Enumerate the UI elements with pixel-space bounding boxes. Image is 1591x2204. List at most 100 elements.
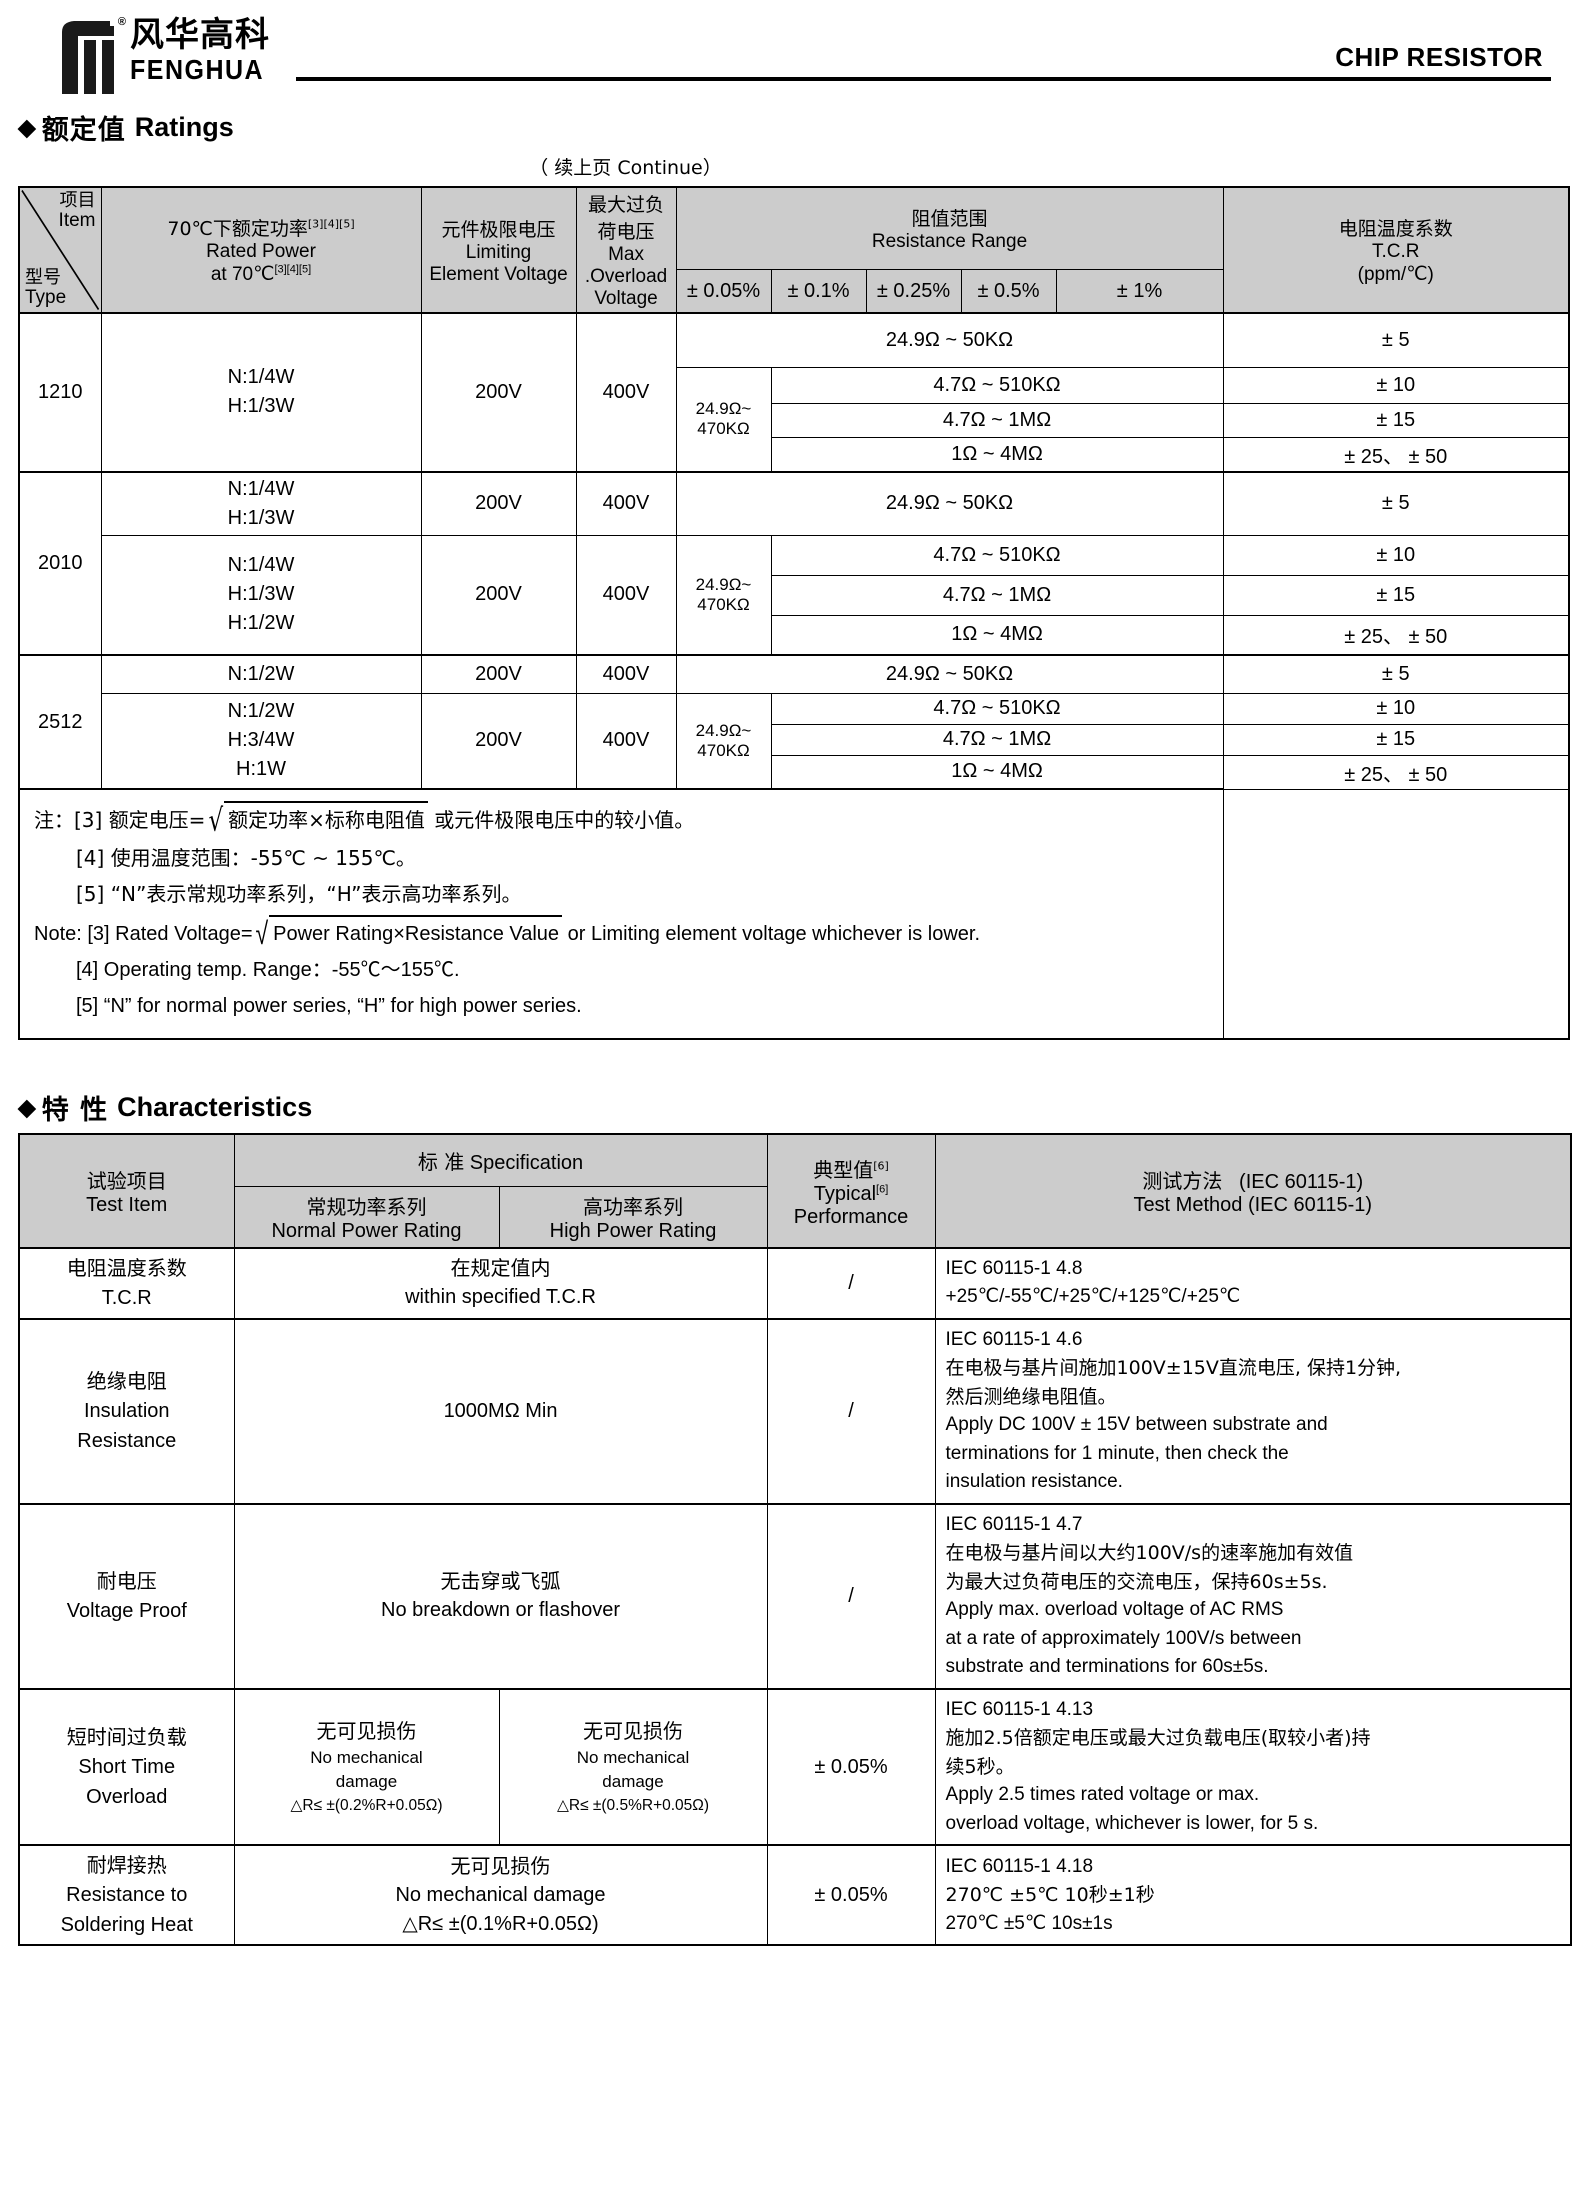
rated-power-header: 70℃下额定功率[3][4][5] Rated Power at 70℃[3][… [100, 186, 422, 314]
tcr-cell-1210-r1: ± 5 [1222, 312, 1570, 368]
diagonal-slash-icon [21, 189, 100, 311]
registered-trademark-icon: ® [117, 16, 126, 28]
char-item-soldering-heat: 耐焊接热 Resistance to Soldering Heat [18, 1844, 235, 1946]
ratings-title-cn: 额定值 [41, 115, 126, 146]
table-row: 1Ω ~ 4MΩ ± 25、 ± 50 [19, 614, 1570, 656]
ratings-title-en: Ratings [134, 112, 234, 142]
tolerance-header-1: ± 0.1% [770, 269, 867, 314]
resistance-cell-2010-r3: 4.7Ω ~ 1MΩ [770, 574, 1224, 616]
resistance-cell-2010-r2: 4.7Ω ~ 510KΩ [770, 534, 1224, 576]
resistance-cell-2512-r2: 4.7Ω ~ 510KΩ [770, 692, 1224, 725]
resistance-cell-1210-r1: 24.9Ω ~ 50KΩ [675, 312, 1224, 368]
table-row: 绝缘电阻 Insulation Resistance 1000MΩ Min / … [18, 1317, 1572, 1505]
table-row: 24.9Ω~ 470KΩ 4.7Ω ~ 510KΩ ± 10 [19, 366, 1570, 472]
char-spec-normal-short-time: 无可见损伤 No mechanical damage △R≤ ±(0.2%R+0… [233, 1687, 500, 1846]
table-row: 短时间过负载 Short Time Overload 无可见损伤 No mech… [18, 1687, 1572, 1846]
ratings-header-row-1: 项目 Item 型号 Type 70℃下额定功率[3][4][5] Rated … [18, 186, 1570, 314]
resistance-narrow-label-2010: 24.9Ω~ 470KΩ [675, 534, 772, 656]
char-spec-insulation: 1000MΩ Min [233, 1317, 768, 1505]
power-cell-2010-b: N:1/4W H:1/3W H:1/2W [100, 534, 422, 656]
high-power-rating-header: 高功率系列 High Power Rating [498, 1185, 768, 1249]
tcr-cell-2010-r3: ± 15 [1222, 574, 1570, 616]
typical-performance-header: 典型值[6] Typical[6] Performance [766, 1133, 936, 1249]
table-row: 电阻温度系数 T.C.R 在规定值内 within specified T.C.… [18, 1246, 1572, 1320]
table-row: 2512 N:1/2W 200V 400V 24.9Ω ~ 50KΩ ± 5 [18, 654, 1570, 790]
type-cell-1210: 1210 [18, 312, 102, 472]
ratings-table-body: 1210 N:1/4W H:1/3W 200V 400V 24.9Ω ~ 50K… [18, 312, 1570, 1040]
char-item-insulation: 绝缘电阻 Insulation Resistance [18, 1317, 235, 1505]
tcr-cell-1210-r4: ± 25、 ± 50 [1222, 436, 1570, 472]
resistance-cell-1210-r3: 4.7Ω ~ 1MΩ [770, 402, 1224, 438]
notes-row: 注：[3] 额定电压= √ 额定功率×标称电阻值 或元件极限电压中的较小值。 [4]… [18, 787, 1569, 1040]
type-cell-2010: 2010 [18, 470, 102, 656]
resistance-cell-1210-r2: 4.7Ω ~ 510KΩ [770, 366, 1224, 404]
char-item-short-time-overload: 短时间过负载 Short Time Overload [18, 1687, 235, 1846]
tolerance-header-4: ± 1% [1055, 269, 1224, 314]
tcr-cell-2512-r1: ± 5 [1222, 654, 1570, 694]
char-method-tcr: IEC 60115-1 4.8 +25℃/-55℃/+25℃/+125℃/+25… [934, 1246, 1572, 1320]
tcr-cell-1210-r3: ± 15 [1222, 402, 1570, 438]
limiting-cell-2010-b: 200V [420, 534, 577, 656]
logo-glyph-icon [62, 21, 114, 94]
overload-cell-2512-b: 400V [575, 692, 677, 790]
characteristics-section-title: ◆ 特 性 Characteristics [18, 1088, 1591, 1127]
resistance-narrow-label-2512: 24.9Ω~ 470KΩ [675, 692, 772, 790]
max-overload-voltage-header: 最大过负荷电压 Max .Overload Voltage [575, 186, 677, 314]
table-row: 4.7Ω ~ 1MΩ ± 15 [19, 402, 1570, 438]
note-en-5: [5] “N” for normal power series, “H” for… [76, 994, 582, 1017]
char-spec-soldering-heat: 无可见损伤 No mechanical damage △R≤ ±(0.1%R+0… [233, 1844, 768, 1946]
characteristics-title-en: Characteristics [117, 1092, 313, 1123]
note-cn-4: [4] 使用温度范围：-55℃ ~ 155℃。 [76, 845, 416, 870]
tcr-cell-2010-r2: ± 10 [1222, 534, 1570, 576]
char-item-voltage-proof: 耐电压 Voltage Proof [18, 1502, 235, 1690]
overload-cell-1210: 400V [575, 312, 677, 472]
characteristics-table: 试验项目 Test Item 标 准 Specification 典型值[6] … [18, 1133, 1573, 1947]
overload-cell-2512-a: 400V [575, 654, 677, 694]
test-method-header: 测试方法 (IEC 60115-1) Test Method (IEC 6011… [934, 1133, 1572, 1249]
resistance-cell-2010-r1: 24.9Ω ~ 50KΩ [675, 470, 1224, 536]
char-spec-tcr: 在规定值内 within specified T.C.R [233, 1246, 768, 1320]
tolerance-header-2: ± 0.25% [865, 269, 962, 314]
char-item-tcr: 电阻温度系数 T.C.R [18, 1246, 235, 1320]
tcr-cell-2512-r3: ± 15 [1222, 723, 1570, 756]
char-method-voltage-proof: IEC 60115-1 4.7 在电极与基片间以大约100V/s的速率施加有效值… [934, 1502, 1572, 1690]
resistance-cell-2512-r3: 4.7Ω ~ 1MΩ [770, 723, 1224, 756]
table-row: 2010 N:1/4W H:1/3W 200V 400V 24.9Ω ~ 50K… [18, 470, 1570, 656]
power-cell-2010-a: N:1/4W H:1/3W [100, 470, 422, 536]
char-method-insulation: IEC 60115-1 4.6 在电极与基片间施加100V±15V直流电压, 保… [934, 1317, 1572, 1505]
diamond-bullet-icon: ◆ [18, 1094, 36, 1121]
table-row: N:1/2W H:3/4W H:1W 200V 400V 24.9Ω~ 470K… [19, 692, 1570, 790]
limiting-cell-2512-a: 200V [420, 654, 577, 694]
logo-chinese-name: 风华高科 [130, 15, 270, 55]
continue-note: （ 续上页 Continue） [529, 157, 722, 179]
resistance-cell-1210-r4: 1Ω ~ 4MΩ [770, 436, 1224, 472]
characteristics-title-cn: 特 性 [41, 1095, 109, 1127]
limiting-cell-2010-a: 200V [420, 470, 577, 536]
char-typical-soldering-heat: ± 0.05% [766, 1844, 936, 1946]
page-header: ® 风华高科 FENGHUA CHIP RESISTOR [0, 0, 1591, 108]
type-cell-2512: 2512 [18, 654, 102, 790]
ratings-section-title: ◆ 额定值 Ratings [18, 108, 1591, 147]
char-spec-high-short-time: 无可见损伤 No mechanical damage △R≤ ±(0.5%R+0… [498, 1687, 768, 1846]
limiting-cell-1210: 200V [420, 312, 577, 472]
char-method-soldering-heat: IEC 60115-1 4.18 270℃ ±5℃ 10秒±1秒 270℃ ±5… [934, 1844, 1572, 1946]
power-cell-2512-b: N:1/2W H:3/4W H:1W [100, 692, 422, 790]
power-cell-2512-a: N:1/2W [100, 654, 422, 694]
logo-english-name: FENGHUA [130, 54, 265, 86]
power-cell-1210: N:1/4W H:1/3W [100, 312, 422, 472]
table-row: 4.7Ω ~ 1MΩ ± 15 [19, 723, 1570, 756]
corner-type-labels: 型号 Type [25, 267, 67, 309]
tcr-header: 电阻温度系数 T.C.R (ppm/℃) [1222, 186, 1570, 314]
corner-item-type-cell: 项目 Item 型号 Type [18, 186, 102, 314]
tcr-cell-1210-r2: ± 10 [1222, 366, 1570, 404]
resistance-cell-2010-r4: 1Ω ~ 4MΩ [770, 614, 1224, 656]
fenghua-logo-mark: ® [58, 16, 126, 94]
ratings-table: 项目 Item 型号 Type 70℃下额定功率[3][4][5] Rated … [18, 186, 1570, 1041]
characteristics-table-head: 试验项目 Test Item 标 准 Specification 典型值[6] … [18, 1133, 1572, 1249]
resistance-cell-2512-r1: 24.9Ω ~ 50KΩ [675, 654, 1224, 694]
note-en-3: Note: [3] Rated Voltage= √ Power Rating×Re… [34, 915, 981, 951]
characteristics-header-row-1: 试验项目 Test Item 标 准 Specification 典型值[6] … [18, 1133, 1572, 1249]
note-cn-3: 注：[3] 额定电压= √ 额定功率×标称电阻值 或元件极限电压中的较小值。 [34, 800, 1209, 841]
specification-header: 标 准 Specification [233, 1133, 768, 1187]
test-item-header: 试验项目 Test Item [18, 1133, 235, 1249]
